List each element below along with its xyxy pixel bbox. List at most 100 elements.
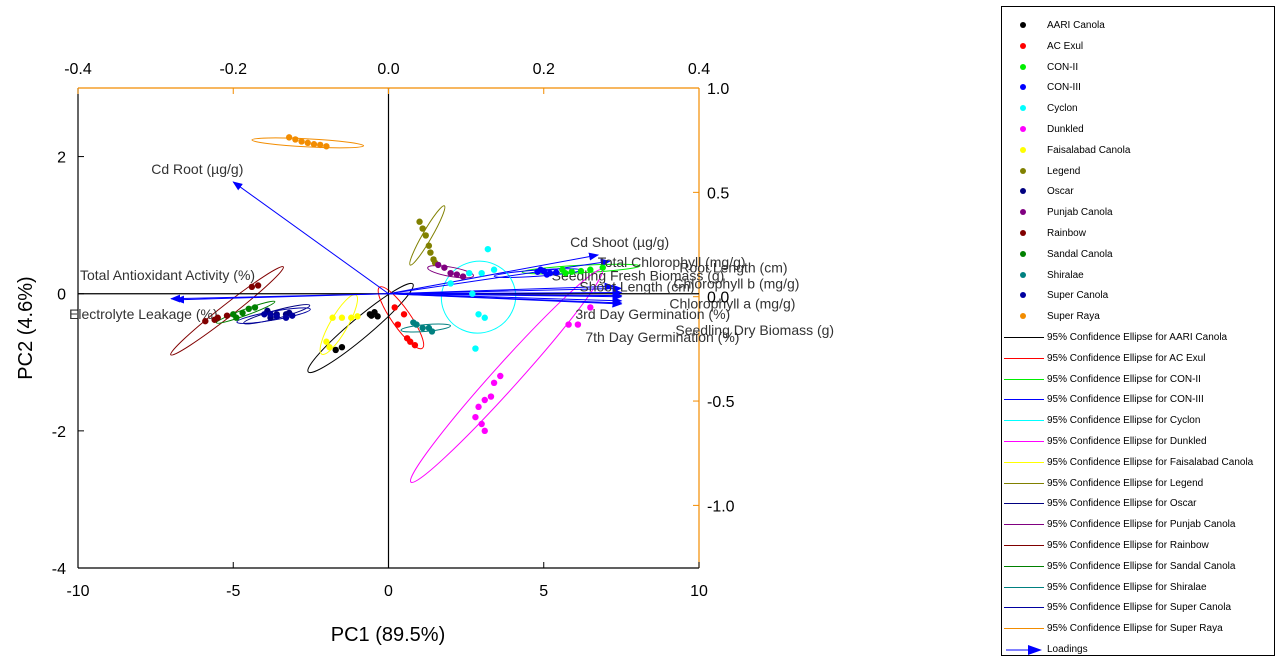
data-point	[552, 269, 560, 276]
data-point	[472, 345, 479, 352]
loading-arrow	[388, 284, 623, 295]
data-point	[459, 273, 467, 280]
legend-line-marker	[1004, 420, 1044, 422]
legend-entry: 95% Confidence Ellipse for Sandal Canola	[1002, 558, 1274, 579]
legend-entry: Super Canola	[1002, 287, 1274, 308]
data-point	[419, 225, 426, 232]
data-point	[354, 313, 361, 320]
data-point	[251, 304, 259, 311]
legend-label: 95% Confidence Ellipse for Shiralae	[1047, 581, 1207, 593]
legend-entry: 95% Confidence Ellipse for Legend	[1002, 475, 1274, 496]
legend-entry: 95% Confidence Ellipse for Faisalabad Ca…	[1002, 454, 1274, 475]
loading-arrow	[388, 252, 600, 295]
y-tick-label: -4	[52, 561, 66, 578]
legend-label: Super Raya	[1047, 311, 1100, 323]
legend-entry: Shiralae	[1002, 267, 1274, 288]
legend-entry: CON-III	[1002, 79, 1274, 100]
top-tick-label: 0.2	[533, 61, 555, 78]
loading-label: Total Chlorophyll (mg/g)	[598, 254, 746, 270]
legend-line-marker	[1004, 399, 1044, 401]
data-point	[490, 266, 498, 273]
data-point	[478, 269, 485, 277]
data-point	[425, 242, 433, 249]
data-point	[428, 328, 436, 335]
legend-dot-marker	[1020, 42, 1026, 49]
legend-label: 95% Confidence Ellipse for Super Canola	[1047, 602, 1231, 614]
legend-entry: 95% Confidence Ellipse for Oscar	[1002, 495, 1274, 516]
loading-label: Electrolyte Leakage (%)	[69, 306, 218, 322]
loading-label: Seedling Dry Biomass (g)	[675, 322, 834, 338]
data-point	[568, 268, 575, 275]
legend-line-marker	[1004, 378, 1044, 380]
legend-label: Cyclon	[1047, 103, 1078, 115]
legend-label: AC Exul	[1047, 40, 1084, 52]
data-point	[490, 379, 498, 387]
legend-dot-marker	[1020, 105, 1026, 112]
legend-label: Sandal Canola	[1047, 248, 1113, 260]
loading-arrow	[388, 293, 623, 308]
scatter-points	[202, 134, 606, 435]
data-point	[254, 282, 262, 289]
legend-entry: Cyclon	[1002, 100, 1274, 121]
legend-dot-marker	[1020, 84, 1026, 91]
legend-label: 95% Confidence Ellipse for Super Raya	[1047, 623, 1223, 635]
legend-line-marker	[1004, 337, 1044, 338]
y-tick-label: 0	[57, 287, 66, 304]
legend-line-marker	[1004, 545, 1044, 546]
legend-label: Rainbow	[1047, 228, 1086, 239]
right-tick-label: -0.5	[707, 394, 735, 411]
legend-label: 95% Confidence Ellipse for CON-II	[1047, 373, 1201, 385]
data-point	[239, 309, 246, 317]
legend-label: 95% Confidence Ellipse for AC Exul	[1047, 352, 1206, 364]
top-tick-label: 0.4	[688, 61, 710, 78]
loading-label: Total Antioxidant Activity (%)	[80, 267, 255, 283]
data-point	[407, 338, 414, 345]
confidence-ellipse	[307, 282, 414, 374]
y-tick-label: -2	[52, 424, 66, 441]
data-point	[374, 313, 381, 320]
data-point	[484, 245, 492, 253]
top-tick-label: -0.2	[219, 61, 247, 78]
right-tick-label: -1.0	[707, 498, 735, 515]
x-tick-label: -5	[226, 583, 240, 600]
legend-line-marker	[1004, 565, 1044, 567]
loading-arrow	[232, 181, 389, 295]
data-point	[427, 249, 434, 256]
legend-line-marker	[1004, 628, 1044, 630]
legend-entry: Rainbow	[1002, 225, 1274, 246]
data-point	[323, 338, 330, 345]
data-point	[411, 341, 419, 349]
legend-line-marker	[1004, 607, 1044, 609]
data-point	[447, 269, 454, 277]
legend-dot-marker	[1020, 271, 1026, 278]
legend-entry: 95% Confidence Ellipse for AARI Canola	[1002, 329, 1274, 350]
confidence-ellipse	[440, 260, 517, 334]
legend-entry: 95% Confidence Ellipse for AC Exul	[1002, 350, 1274, 371]
legend-dot-marker	[1020, 313, 1026, 320]
data-point	[434, 261, 442, 269]
legend-label: Shiralae	[1047, 269, 1084, 281]
legend-entry: 95% Confidence Ellipse for Punjab Canola	[1002, 516, 1274, 537]
confidence-ellipse	[400, 323, 452, 333]
data-point	[394, 321, 402, 328]
legend-label: Faisalabad Canola	[1047, 144, 1131, 156]
legend-label: 95% Confidence Ellipse for Rainbow	[1047, 540, 1209, 551]
data-point	[481, 314, 488, 321]
data-point	[338, 314, 346, 321]
loading-label: Seedling Fresh Biomass (g)	[552, 267, 725, 283]
data-point	[565, 321, 572, 328]
data-point	[304, 139, 311, 147]
legend-line-marker	[1004, 524, 1044, 526]
legend-arrow-marker	[1004, 643, 1044, 661]
data-point	[267, 311, 274, 318]
legend-entry: 95% Confidence Ellipse for Rainbow	[1002, 537, 1274, 558]
loading-label: Chlorophyll b (mg/g)	[673, 276, 799, 292]
legend-label: AARI Canola	[1047, 20, 1105, 31]
axes	[77, 87, 700, 569]
data-point	[422, 232, 429, 239]
data-point	[211, 316, 218, 323]
data-point	[587, 304, 594, 311]
data-point	[481, 427, 488, 435]
legend-dot-marker	[1020, 22, 1026, 28]
x-axis-title: PC1 (89.5%)	[331, 624, 446, 646]
